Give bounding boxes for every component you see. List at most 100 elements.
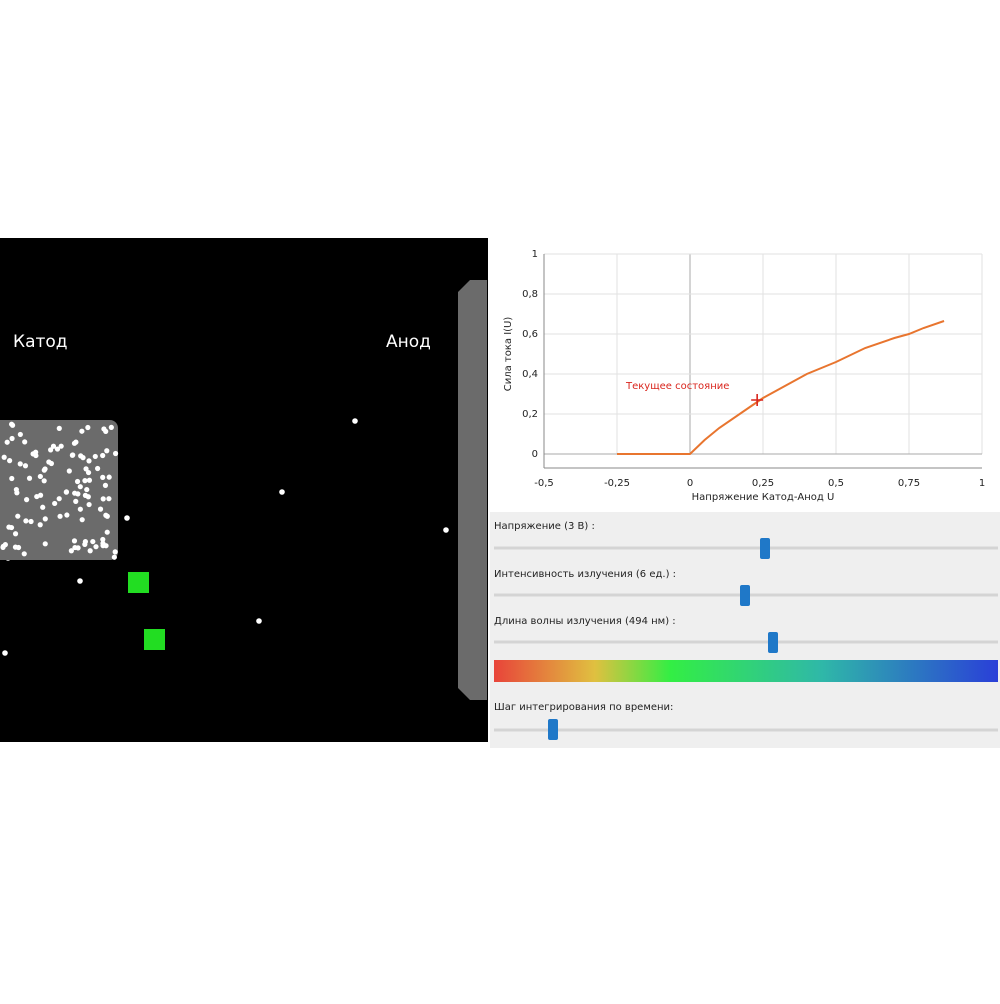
- electron: [22, 463, 29, 469]
- electron: [103, 512, 109, 518]
- electron: [102, 482, 109, 488]
- slider-label: Интенсивность излучения (6 ед.) :: [494, 569, 676, 580]
- electron: [95, 465, 101, 472]
- electron: [41, 478, 47, 484]
- electron: [77, 578, 83, 584]
- electron: [79, 428, 85, 434]
- electron: [77, 506, 83, 512]
- electron: [63, 489, 70, 495]
- electron: [73, 439, 79, 445]
- slider-thumb[interactable]: [760, 538, 770, 559]
- electron: [124, 515, 130, 521]
- chart: -0,5 -0,25 0 0,25 0,5 0,75 1 0 0,2 0,4 0,6 0,8 1 Напр…: [503, 249, 985, 503]
- electron: [8, 524, 15, 531]
- electron: [2, 650, 8, 656]
- electron: [85, 469, 92, 476]
- electron: [72, 544, 78, 551]
- electron: [41, 467, 47, 473]
- electron: [56, 425, 62, 431]
- cathode: [0, 420, 118, 560]
- particles: [2, 418, 449, 656]
- slider-thumb[interactable]: [768, 632, 778, 653]
- electron: [4, 439, 10, 445]
- electron: [279, 489, 285, 495]
- electron: [24, 497, 30, 503]
- y-tick-label: 1: [532, 249, 538, 260]
- electron: [100, 536, 106, 543]
- electron: [78, 453, 84, 459]
- y-tick-label: 0: [532, 449, 538, 460]
- electron: [13, 486, 19, 493]
- y-tick-label: 0,6: [522, 329, 538, 340]
- photon: [128, 572, 149, 593]
- electron: [82, 478, 88, 484]
- electron: [7, 458, 13, 464]
- electron: [28, 518, 34, 525]
- electron: [21, 551, 27, 557]
- electron: [256, 618, 262, 624]
- electron: [108, 424, 114, 430]
- x-tick-label: 0,25: [752, 478, 774, 489]
- electron: [106, 474, 112, 480]
- annotation: Текущее состояние: [625, 381, 729, 392]
- electron: [85, 424, 91, 431]
- electron: [22, 439, 28, 445]
- electron: [82, 541, 88, 547]
- slider-label: Длина волны излучения (494 нм) :: [494, 616, 676, 627]
- electron: [12, 544, 19, 550]
- electron: [56, 496, 62, 502]
- anode: [458, 280, 487, 700]
- electron: [52, 500, 58, 507]
- electron: [100, 452, 106, 459]
- cathode-electrons: [0, 421, 119, 560]
- electron: [86, 458, 92, 464]
- electron: [37, 473, 43, 480]
- electron: [86, 477, 93, 483]
- electron: [90, 538, 96, 545]
- electron: [17, 461, 23, 467]
- x-tick-label: 1: [979, 478, 985, 489]
- electron: [85, 494, 91, 500]
- y-tick-label: 0,4: [522, 369, 538, 380]
- electron: [92, 453, 98, 460]
- electron: [54, 446, 61, 452]
- electron: [112, 549, 118, 555]
- electron: [9, 475, 15, 482]
- electron: [77, 484, 83, 490]
- electron: [34, 493, 40, 500]
- electron: [79, 517, 85, 523]
- x-tick-label: -0,25: [604, 478, 630, 489]
- chart-panel: [490, 238, 1000, 512]
- electron: [73, 498, 79, 504]
- electron: [46, 459, 52, 465]
- electron: [17, 431, 23, 438]
- electron: [37, 522, 43, 528]
- slider-label: Шаг интегрирования по времени:: [494, 702, 673, 713]
- electron: [15, 513, 21, 519]
- electron: [86, 501, 92, 508]
- electron: [100, 543, 106, 549]
- current-state-marker: [751, 394, 764, 406]
- electron: [97, 506, 104, 512]
- x-tick-label: 0: [687, 478, 693, 489]
- electron: [1, 454, 7, 460]
- electron: [101, 426, 107, 432]
- x-tick-label: 0,5: [828, 478, 844, 489]
- electron: [75, 491, 81, 497]
- line-series: [617, 320, 945, 455]
- slider-thumb[interactable]: [740, 585, 750, 606]
- electron: [33, 452, 39, 459]
- electron: [64, 512, 70, 518]
- electron: [23, 518, 29, 524]
- electron: [112, 450, 119, 457]
- electron: [74, 478, 81, 485]
- electron: [42, 541, 48, 547]
- slider-thumb[interactable]: [548, 719, 558, 740]
- electron: [9, 422, 16, 428]
- electron: [12, 531, 19, 537]
- electron: [104, 529, 110, 535]
- electron: [84, 486, 90, 493]
- electron: [100, 496, 106, 502]
- y-axis-title: Сила тока I(U): [503, 317, 514, 392]
